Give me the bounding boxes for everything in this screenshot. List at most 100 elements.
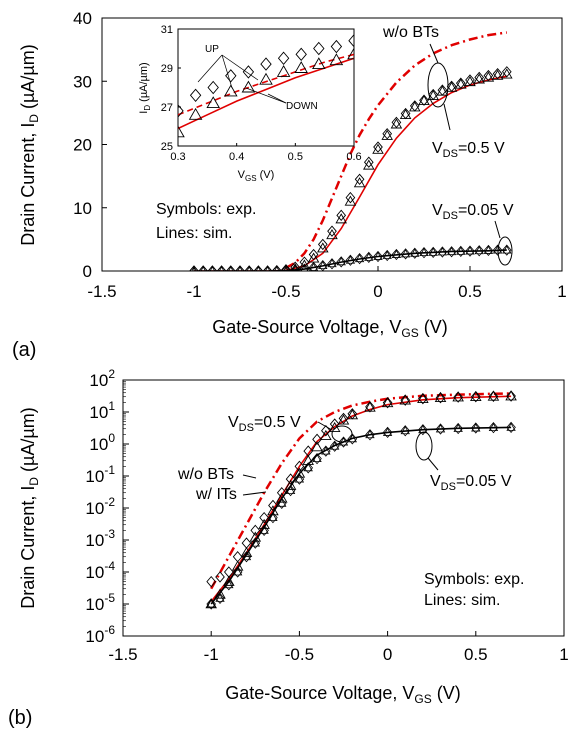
panel-b-y-tick-label: 10-6 [85,623,115,646]
inset-point-exp_triangle [312,57,326,70]
panel-b-point-exp_low [312,452,322,465]
panel-a-point-exp_diamond [363,156,374,168]
panel-a-point-exp_low [235,265,245,271]
panel-a-point-exp_diamond [299,256,310,268]
inset-up-label: UP [205,44,219,55]
panel-a-label: (a) [12,339,36,361]
panel-a-point-exp_triangle [455,78,467,89]
panel-b-point-exp_low [418,424,428,436]
inset-point-exp_diamond [348,34,354,48]
panel-b-x-tick-label: 0.5 [464,645,488,664]
panel-b-point-exp_low [435,423,446,435]
inset-y-tick-label: 29 [161,63,173,75]
panel-b-lines-note: Lines: sim. [424,592,500,609]
panel-b-y-tick-label: 101 [89,399,115,422]
panel-b-point-exp_low [365,429,375,441]
panel-a-symbols-note: Symbols: exp. [156,201,256,218]
panel-a-point-exp_low [262,265,273,271]
panel-a-point-exp_diamond [336,209,347,222]
panel-a-point-exp_triangle [501,68,513,79]
panel-b-x-tick-label: 0 [383,645,392,664]
panel-a-point-exp_triangle [418,94,430,106]
panel-b-point-exp_diamond [285,473,296,485]
panel-b-y-tick-label: 10-5 [85,591,115,614]
panel-a-point-exp_diamond [317,238,328,251]
panel-b-y-axis-title: Drain Current, ID (µA/µm) [18,407,41,608]
panel-b-point-exp_diamond [250,524,261,537]
panel-b-point-exp_triangle [320,429,332,441]
panel-a-point-exp_triangle [363,159,375,170]
panel-a-point-exp_triangle [372,143,384,154]
panel-b-point-exp_triangle [381,397,394,408]
panel-a-point-exp_diamond [290,261,301,271]
panel-a-point-exp_diamond [382,128,393,140]
panel-b-x-axis-title: Gate-Source Voltage, VGS (V) [225,683,460,706]
panel-a-point-exp_triangle [427,89,439,100]
panel-b-point-exp_low [232,566,243,578]
panel-b-point-exp_diamond [321,425,331,437]
panel-a-point-exp_low-tri [419,247,429,257]
panel-b-point-exp_low-tri [268,512,278,522]
panel-a-point-exp_diamond [465,74,475,86]
panel-b-point-exp_low-tri [312,453,322,462]
panel-b-point-exp_triangle [214,588,226,599]
inset-point-exp_triangle [294,61,308,73]
inset-up-arrow-2 [221,54,233,89]
panel-a-point-exp_low-tri [255,266,262,271]
inset-point-exp_triangle [188,107,203,120]
panel-a-point-exp_low-tri [300,264,309,271]
panel-a-point-exp_low-tri [246,266,252,271]
panel-b-series-sim_low [210,426,512,605]
panel-b-point-exp_low-tri [453,423,463,432]
inset-point-exp_diamond [277,51,290,65]
panel-a-point-exp_triangle [491,69,504,80]
panel-a-y-tick-label: 40 [73,9,92,28]
panel-a-point-exp_diamond [474,71,485,84]
inset-point-exp_diamond [260,57,272,71]
inset-x-tick-label: 0.3 [170,151,185,163]
inset-point-exp_diamond [207,80,219,95]
panel-b-point-exp_triangle [249,531,262,542]
panel-a-point-exp_low-tri [373,251,383,260]
panel-b-point-exp_low [215,592,225,604]
panel-a-point-exp_low-tri [410,248,420,257]
panel-b-point-exp_low-tri [321,446,331,455]
panel-a-point-exp_low [336,256,346,268]
panel-b-point-exp_diamond [268,499,278,512]
panel-a-y-tick-label: 30 [73,72,92,91]
panel-a-point-exp_low [272,265,282,271]
panel-a-data [189,31,513,271]
panel-b-wo-bts-leader [242,474,257,479]
panel-b-point-exp_diamond [506,390,516,402]
panel-b-point-exp_triangle [205,598,217,609]
inset-point-exp_triangle [241,80,256,93]
panel-a-point-exp_diamond [483,69,494,82]
panel-b-y-tick-label: 10-2 [85,495,115,518]
panel-a-vds-low-leader [494,220,501,239]
inset-y-tick-label: 25 [161,141,173,153]
panel-b-x-tick-label: -0.5 [285,645,314,664]
panel-a-point-exp_low [189,265,199,271]
panel-a-point-exp_low-tri [191,266,197,271]
panel-a-vds-high-label: VDS=0.5 V [432,140,505,160]
panel-a-point-exp_low [207,265,218,271]
panel-b-point-exp_low [471,422,481,434]
panel-a-point-exp_low [216,265,227,271]
panel-a-point-exp_low-tri [354,253,365,263]
panel-a-point-exp_diamond [327,225,337,237]
panel-a-point-exp_diamond [354,173,365,185]
panel-a-point-exp_low-tri [428,247,438,256]
panel-b-point-exp_low-tri [418,424,428,434]
panel-a-point-exp_diamond [391,116,402,129]
inset-point-exp_triangle [259,72,273,85]
panel-a-series-sim_wo_bt [285,31,507,269]
panel-b-point-exp_triangle [240,546,253,557]
inset-point-exp_diamond [189,88,202,102]
panel-a-point-exp_low [290,264,300,271]
panel-a-point-exp_diamond [281,264,291,271]
panel-a-x-tick-label: 0.5 [458,282,482,301]
panel-b-y-tick-label: 100 [89,431,115,454]
inset-x-axis-title: VGS (V) [238,169,275,183]
panel-b-vds-high-label: VDS=0.5 V [228,414,301,434]
